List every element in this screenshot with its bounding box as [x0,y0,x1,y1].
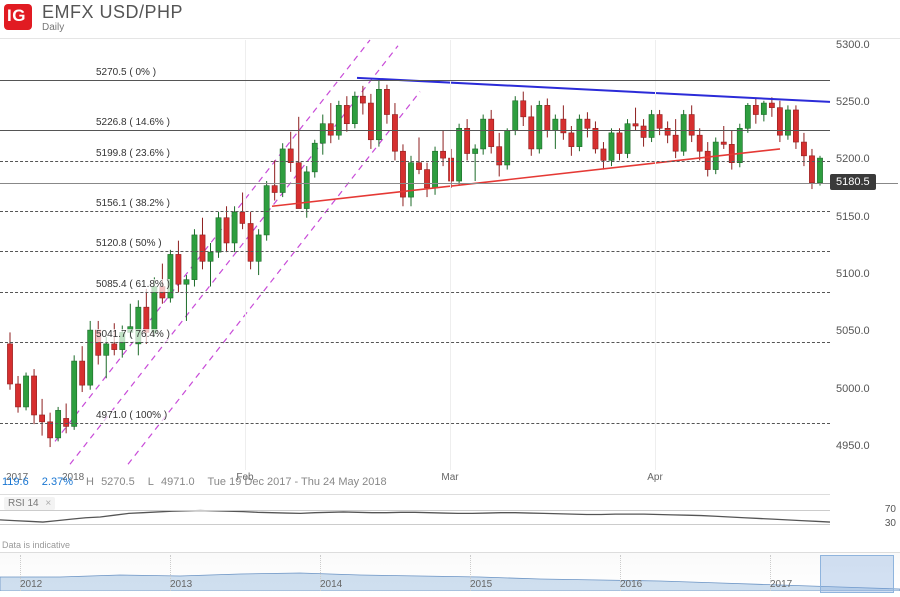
mini-area-svg [0,555,900,591]
info-value-1: 119.6 [2,476,29,488]
fib-line [0,211,830,212]
mini-year-label: 2014 [320,579,342,590]
chart-header: IG EMFX USD/PHP Daily [0,0,900,36]
fib-line [0,130,830,131]
fib-label: 5085.4 ( 61.8% ) [96,279,170,292]
rsi-svg [0,495,830,539]
mini-year-label: 2012 [20,579,42,590]
y-tick: 5050.0 [836,325,870,337]
fib-label: 5270.5 ( 0% ) [96,67,156,80]
fib-line [0,80,830,81]
x-label: Mar [441,472,458,483]
instrument-title: EMFX USD/PHP [42,2,183,23]
ig-logo-text: IG [7,6,26,26]
ig-logo: IG [4,4,32,30]
y-tick: 5200.0 [836,153,870,165]
fib-line [0,423,830,424]
current-price-line [0,183,898,184]
mini-year-label: 2017 [770,579,792,590]
y-tick: 5300.0 [836,39,870,51]
current-price-tag: 5180.5 [830,174,876,190]
x-label: Apr [647,472,663,483]
rsi-panel[interactable]: RSI 14 × 7030 [0,494,830,539]
indicative-note: Data is indicative [2,540,70,550]
info-low: 4971.0 [161,476,195,488]
rsi-guide-upper [0,510,830,511]
info-value-2: 2.37% [42,476,73,488]
y-axis: 4950.0 5000.0 5050.0 5100.0 5150.0 5200.0 5250… [830,40,900,470]
y-tick: 5250.0 [836,96,870,108]
y-tick: 5150.0 [836,211,870,223]
mini-selection[interactable] [820,555,894,593]
info-strip: 119.6 2.37% H 5270.5 L 4971.0 Tue 19 Dec… [2,476,397,488]
y-tick: 4950.0 [836,440,870,452]
mini-year-label: 2013 [170,579,192,590]
timeframe-label: Daily [42,22,64,33]
y-tick: 5100.0 [836,268,870,280]
info-high-label: H [86,476,94,488]
fib-label: 5156.1 ( 38.2% ) [96,198,170,211]
mini-timeline[interactable]: 2012 2013 2014 2015 2016 2017 [0,552,900,595]
x-gridline [450,40,451,470]
fib-label: 5041.7 ( 76.4% ) [96,329,170,342]
fib-line [0,161,830,162]
info-range: Tue 19 Dec 2017 - Thu 24 May 2018 [207,476,386,488]
mini-year-label: 2015 [470,579,492,590]
mini-year-label: 2016 [620,579,642,590]
info-low-label: L [148,476,154,488]
rsi-axis-label: 30 [885,518,896,529]
fib-line [0,292,830,293]
candles-svg [0,40,830,470]
fib-label: 4971.0 ( 100% ) [96,410,167,423]
fib-label: 5226.8 ( 14.6% ) [96,117,170,130]
price-chart[interactable]: FebMarApr201720185270.5 ( 0% )5226.8 ( 1… [0,40,830,470]
info-high: 5270.5 [101,476,135,488]
fib-label: 5120.8 ( 50% ) [96,238,162,251]
header-divider [0,38,900,39]
x-gridline [245,40,246,470]
x-gridline [655,40,656,470]
fib-line [0,342,830,343]
rsi-axis-label: 70 [885,504,896,515]
fib-label: 5199.8 ( 23.6% ) [96,148,170,161]
y-tick: 5000.0 [836,383,870,395]
rsi-guide-lower [0,524,830,525]
fib-line [0,251,830,252]
